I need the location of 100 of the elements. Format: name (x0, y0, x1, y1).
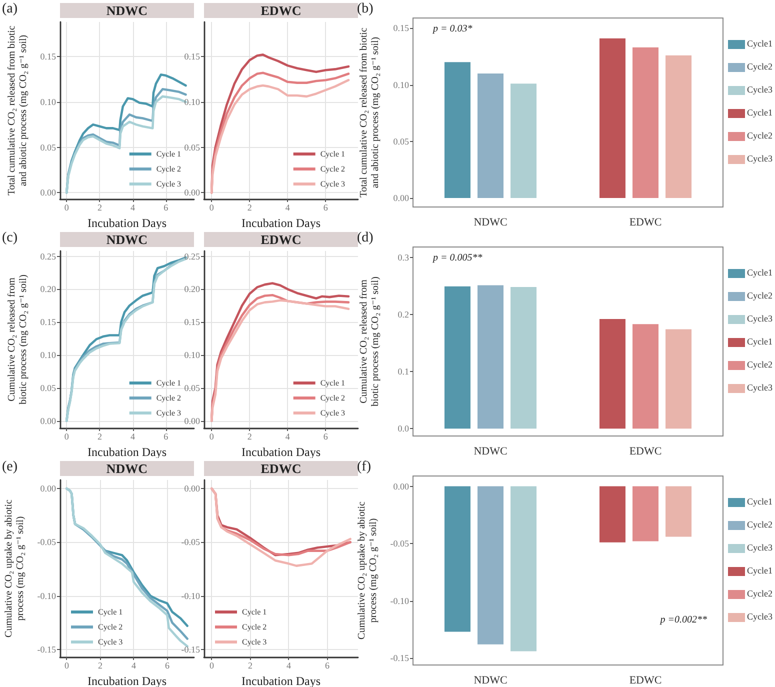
y-tick-label: 0.05 (393, 136, 410, 146)
x-tick-label: 2 (97, 432, 102, 442)
text: (c) (2, 230, 18, 246)
y-tick-label: 0.10 (40, 96, 56, 107)
y-axis-title: Cumulative CO₂ uptake by abiotic process (mg CO₂ g⁻¹ soil) (4, 498, 26, 638)
y-axis-title: Cumulative CO₂ uptake by abiotic process (mg CO₂ g⁻¹ soil) (356, 500, 380, 640)
text: (d) (357, 230, 374, 246)
chart-title: EDWC (260, 232, 302, 247)
legend-label: Cycle3 (747, 154, 773, 164)
y-tick-label: -0.15 (390, 653, 410, 664)
legend-label: Cycle 1 (320, 378, 346, 388)
legend-label: Cycle 1 (242, 608, 267, 616)
legend-label: Cycle2 (747, 290, 772, 300)
legend-label: Cycle3 (747, 542, 773, 552)
annotation: p = 0.005** (432, 252, 482, 264)
legend-label: Cycle 2 (242, 622, 267, 632)
x-tick-label: 0 (209, 432, 214, 442)
y-tick-label: 0.15 (40, 51, 56, 62)
y-tick-label: 0.20 (184, 284, 200, 294)
legend-label: Cycle2 (747, 130, 772, 140)
legend-label: Cycle 2 (98, 622, 123, 632)
y-tick-label: 0.25 (40, 251, 56, 262)
y-tick-label: 0.3 (398, 252, 410, 262)
chart-title: EDWC (260, 461, 302, 476)
y-tick-label: 0.15 (184, 51, 200, 62)
legend-label: Cycle 1 (156, 378, 182, 388)
legend-label: Cycle2 (747, 62, 772, 72)
legend-label: Cycle 2 (156, 164, 182, 174)
y-tick-label: -0.05 (390, 538, 410, 549)
x-tick-label: 2 (97, 202, 102, 212)
legend-label: Cycle3 (747, 84, 773, 94)
x-tick-label: 4 (131, 660, 136, 670)
y-axis-title: Cumulative CO₂ released from biotic process (mg CO₂ g⁻¹ soil) (358, 276, 381, 406)
legend-label: Cycle 1 (98, 608, 123, 616)
x-tick-label: 4 (285, 432, 290, 442)
legend-label: Cycle2 (747, 588, 772, 598)
y-tick-label: 0.10 (393, 80, 410, 90)
x-tick-label: 6 (323, 202, 328, 212)
legend-label: Cycle 3 (320, 180, 346, 188)
y-tick-label: 0.00 (184, 484, 200, 494)
x-tick-label: 4 (285, 202, 290, 212)
legend-label: Cycle 3 (156, 408, 182, 418)
x-tick-label: 4 (130, 202, 136, 212)
x-tick-label: 6 (323, 432, 328, 442)
y-tick-label: 0.00 (40, 416, 56, 426)
y-tick-label: 0.0 (398, 424, 410, 434)
legend-label: Cycle 2 (320, 164, 346, 174)
y-tick-label: 0.25 (184, 251, 200, 262)
y-tick-label: 0.00 (40, 484, 56, 494)
legend-label: Cycle3 (747, 314, 773, 324)
y-tick-label: 0.2 (398, 309, 409, 320)
x-tick-label: 0 (209, 202, 214, 212)
legend-label: Cycle 2 (156, 394, 182, 402)
x-tick-label: 2 (247, 202, 252, 212)
y-tick-label: 0.05 (40, 142, 56, 152)
legend-label: Cycle2 (747, 360, 772, 370)
x-tick-label: 4 (130, 432, 136, 442)
text: (e) (2, 460, 18, 474)
chart-title: NDWC (106, 232, 148, 247)
text: (f) (357, 460, 372, 474)
y-tick-label: -0.15 (181, 644, 200, 654)
y-tick-label: 0.05 (184, 142, 200, 152)
y-tick-label: -0.05 (37, 537, 56, 548)
y-axis-title: Total cumulative CO₂ released from biotic and abiotic process (mg CO₂ g⁻¹ soil) (358, 27, 381, 198)
x-tick-label: 6 (164, 202, 169, 212)
y-tick-label: 0.15 (393, 23, 410, 34)
y-tick-label: -0.05 (181, 537, 200, 548)
y-tick-label: 0.00 (40, 188, 56, 198)
legend-label: Cycle 2 (320, 394, 346, 402)
chart-title: NDWC (106, 3, 148, 18)
y-tick-label: 0.00 (393, 192, 410, 203)
legend-label: Cycle1 (747, 566, 772, 576)
y-tick-label: 0.10 (184, 96, 200, 107)
y-tick-label: 0.00 (184, 416, 200, 426)
y-tick-label: 0.1 (398, 366, 409, 376)
text: (a) (2, 2, 18, 16)
x-tick-label: 6 (164, 660, 170, 670)
legend-label: Cycle 1 (156, 150, 182, 158)
y-axis-title: Total cumulative CO₂ released from biotic and abiotic process (mg CO₂ g⁻¹ soil) (6, 25, 30, 196)
x-tick-label: 0 (209, 660, 214, 670)
y-tick-label: -0.15 (37, 644, 56, 654)
chart-title: NDWC (106, 461, 148, 476)
legend-label: Cycle1 (747, 38, 772, 48)
y-axis-title: Cumulative CO₂ released from biotic process (mg CO₂ g⁻¹ soil) (6, 274, 30, 404)
legend-label: Cycle 3 (320, 408, 346, 418)
legend-label: Cycle3 (747, 382, 773, 392)
x-tick-label: 0 (64, 660, 70, 670)
x-tick-label: 4 (286, 660, 292, 670)
y-tick-label: -0.10 (181, 590, 200, 601)
y-tick-label: 0.10 (40, 350, 56, 360)
y-tick-label: -0.10 (390, 596, 410, 606)
legend-label: Cycle1 (747, 336, 772, 346)
legend-label: Cycle1 (747, 268, 772, 278)
y-tick-label: 0.00 (184, 188, 200, 198)
y-tick-label: 0.05 (40, 382, 56, 393)
legend-label: Cycle 3 (98, 638, 123, 646)
x-tick-label: 2 (98, 660, 102, 670)
y-tick-label: -0.10 (37, 590, 56, 601)
y-tick-label: 0.20 (40, 284, 56, 294)
chart-title: EDWC (260, 3, 302, 18)
